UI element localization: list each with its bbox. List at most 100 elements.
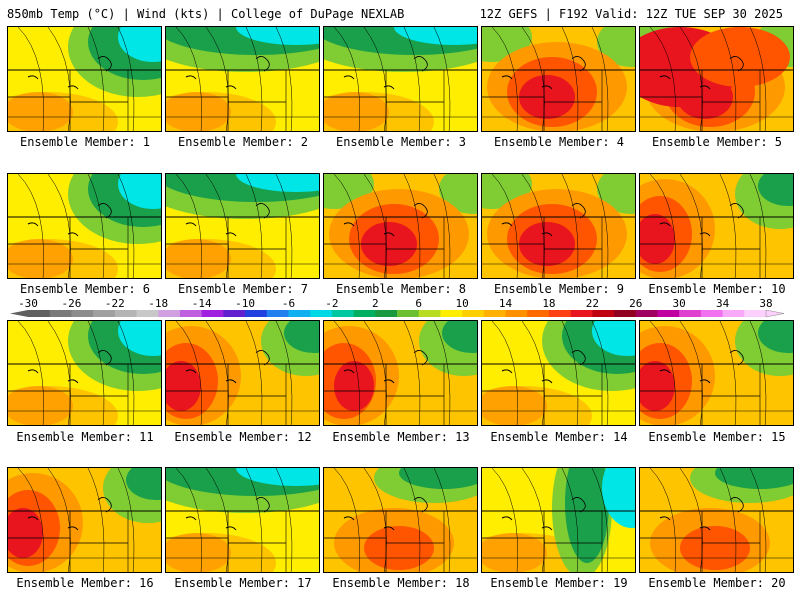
ensemble-member-map bbox=[323, 173, 478, 279]
temperature-field bbox=[324, 468, 477, 572]
temperature-field bbox=[166, 174, 319, 278]
colorbar-tick-label: 34 bbox=[715, 297, 730, 310]
colorbar-swatch bbox=[266, 310, 289, 317]
colorbar-swatch bbox=[679, 310, 702, 317]
temperature-field bbox=[324, 27, 477, 131]
ensemble-member-map bbox=[323, 26, 478, 132]
colorbar-swatch bbox=[114, 310, 138, 317]
ensemble-member-label: Ensemble Member: 8 bbox=[335, 282, 467, 296]
ensemble-member-label: Ensemble Member: 10 bbox=[648, 282, 786, 296]
ensemble-member-label: Ensemble Member: 1 bbox=[19, 135, 151, 149]
colorbar-swatch bbox=[548, 310, 572, 317]
ensemble-member-label: Ensemble Member: 6 bbox=[19, 282, 151, 296]
colorbar-tick-label: -2 bbox=[325, 297, 339, 310]
ensemble-member-label: Ensemble Member: 15 bbox=[648, 430, 786, 444]
colorbar-swatch bbox=[201, 310, 224, 317]
ensemble-member-label: Ensemble Member: 12 bbox=[174, 430, 312, 444]
ensemble-member-map bbox=[7, 26, 162, 132]
colorbar-swatch bbox=[505, 310, 528, 317]
ensemble-member-label: Ensemble Member: 11 bbox=[16, 430, 154, 444]
ensemble-member-map bbox=[481, 320, 636, 426]
colorbar-swatch bbox=[353, 310, 376, 317]
ensemble-member-map bbox=[7, 467, 162, 573]
colorbar-tick-label: -6 bbox=[281, 297, 296, 310]
colorbar-swatch bbox=[49, 310, 72, 317]
colorbar-swatch bbox=[375, 310, 398, 317]
colorbar-swatch bbox=[527, 310, 550, 317]
colorbar-swatch bbox=[657, 310, 680, 317]
colorbar-max-arrow bbox=[765, 309, 785, 318]
temperature-field bbox=[640, 468, 793, 572]
colorbar-swatch bbox=[570, 310, 593, 317]
ensemble-member-label: Ensemble Member: 7 bbox=[177, 282, 309, 296]
ensemble-member-label: Ensemble Member: 16 bbox=[16, 576, 154, 590]
colorbar-swatch bbox=[331, 310, 355, 317]
colorbar-swatch bbox=[592, 310, 615, 317]
colorbar-tick-label: -14 bbox=[191, 297, 212, 310]
ensemble-member-map bbox=[639, 26, 794, 132]
colorbar-tick-label: 2 bbox=[371, 297, 379, 310]
ensemble-member-label: Ensemble Member: 2 bbox=[177, 135, 309, 149]
ensemble-member-map bbox=[639, 173, 794, 279]
ensemble-member-map bbox=[7, 320, 162, 426]
temperature-field bbox=[166, 321, 319, 425]
colorbar-swatch bbox=[136, 310, 159, 317]
colorbar-tick-label: -22 bbox=[104, 297, 125, 310]
temperature-field bbox=[166, 27, 319, 131]
colorbar-swatch bbox=[635, 310, 658, 317]
temperature-field bbox=[166, 468, 319, 572]
title-left: 850mb Temp (°C) | Wind (kts) | College o… bbox=[7, 7, 405, 21]
colorbar-tick-label: 42 bbox=[794, 297, 800, 310]
colorbar-swatch bbox=[245, 310, 268, 317]
colorbar-swatch bbox=[179, 310, 203, 317]
ensemble-member-label: Ensemble Member: 17 bbox=[174, 576, 312, 590]
colorbar-swatch bbox=[71, 310, 94, 317]
colorbar-tick-label: 6 bbox=[415, 297, 423, 310]
title-right: 12Z GEFS | F192 Valid: 12Z TUE SEP 30 20… bbox=[479, 7, 783, 21]
ensemble-member-label: Ensemble Member: 9 bbox=[493, 282, 625, 296]
colorbar-tick-label: 14 bbox=[498, 297, 513, 310]
temperature-field bbox=[8, 27, 161, 131]
ensemble-member-map bbox=[481, 26, 636, 132]
ensemble-member-label: Ensemble Member: 5 bbox=[651, 135, 783, 149]
ensemble-member-map bbox=[481, 173, 636, 279]
colorbar-tick-label: 10 bbox=[455, 297, 469, 310]
temperature-field bbox=[482, 321, 635, 425]
colorbar-swatch bbox=[28, 310, 51, 317]
colorbar bbox=[10, 309, 785, 318]
temperature-field bbox=[8, 321, 161, 425]
ensemble-member-map bbox=[323, 320, 478, 426]
colorbar-min-arrow bbox=[10, 310, 28, 317]
ensemble-member-label: Ensemble Member: 3 bbox=[335, 135, 467, 149]
colorbar-swatch bbox=[483, 310, 507, 317]
ensemble-member-label: Ensemble Member: 19 bbox=[490, 576, 628, 590]
ensemble-member-map bbox=[639, 467, 794, 573]
colorbar-tick-label: 38 bbox=[759, 297, 773, 310]
colorbar-tick-label: 26 bbox=[629, 297, 643, 310]
ensemble-member-label: Ensemble Member: 13 bbox=[332, 430, 470, 444]
temperature-field bbox=[640, 174, 793, 278]
colorbar-tick-label: -26 bbox=[61, 297, 82, 310]
colorbar-swatch bbox=[158, 310, 181, 317]
colorbar-swatch bbox=[418, 310, 441, 317]
ensemble-member-label: Ensemble Member: 20 bbox=[648, 576, 786, 590]
ensemble-member-map bbox=[639, 320, 794, 426]
temperature-field bbox=[324, 321, 477, 425]
colorbar-tick-label: -10 bbox=[235, 297, 255, 310]
ensemble-member-map bbox=[165, 467, 320, 573]
ensemble-member-map bbox=[165, 26, 320, 132]
temperature-field bbox=[8, 468, 161, 572]
ensemble-member-label: Ensemble Member: 4 bbox=[493, 135, 625, 149]
colorbar-swatch bbox=[462, 310, 485, 317]
temperature-field bbox=[8, 174, 161, 278]
colorbar-tick-label: 22 bbox=[585, 297, 599, 310]
colorbar-tick-label: -18 bbox=[148, 297, 169, 310]
temperature-field bbox=[324, 174, 477, 278]
temperature-field bbox=[482, 174, 635, 278]
colorbar-swatch bbox=[744, 310, 767, 317]
temperature-field bbox=[482, 27, 635, 131]
colorbar-swatch bbox=[614, 310, 637, 317]
colorbar-swatch bbox=[288, 310, 311, 317]
ensemble-member-map bbox=[165, 173, 320, 279]
colorbar-tick-label: -30 bbox=[18, 297, 38, 310]
